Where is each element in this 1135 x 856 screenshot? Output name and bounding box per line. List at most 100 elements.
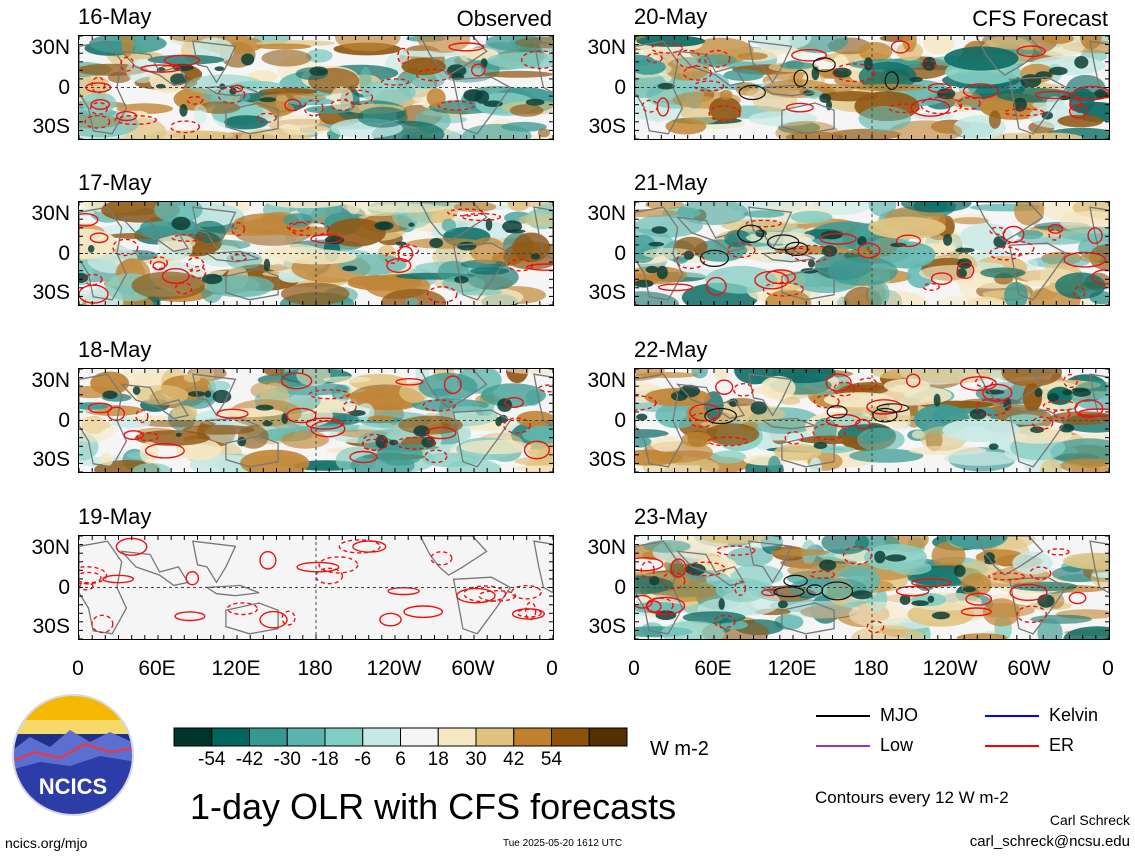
olr-blob xyxy=(635,54,655,67)
er-contour xyxy=(784,431,804,445)
continent-outline xyxy=(747,40,793,84)
er-contour xyxy=(989,226,1006,236)
olr-core xyxy=(943,234,953,246)
er-contour xyxy=(256,112,277,123)
er-contour xyxy=(890,40,910,54)
olr-map xyxy=(79,202,553,305)
tick-marks xyxy=(79,202,553,305)
olr-core xyxy=(374,221,394,231)
tick-marks xyxy=(635,536,1109,639)
olr-blob xyxy=(857,427,905,452)
er-contour xyxy=(635,557,664,572)
olr-map xyxy=(635,36,1109,139)
olr-blob xyxy=(192,220,226,243)
olr-core xyxy=(777,600,788,609)
continent-outline xyxy=(120,383,190,420)
continent-outline xyxy=(1008,76,1068,135)
olr-blob xyxy=(901,202,972,213)
er-contour xyxy=(216,408,249,419)
olr-blob xyxy=(281,430,329,449)
er-contour xyxy=(1002,225,1025,244)
olr-core xyxy=(309,66,328,76)
olr-blob xyxy=(261,49,312,67)
lat-tick-label: 30S xyxy=(588,448,626,471)
continent-outline xyxy=(120,50,190,87)
olr-blob xyxy=(198,101,241,114)
continent-outline xyxy=(676,216,746,253)
olr-core xyxy=(679,384,700,398)
olr-core xyxy=(864,57,873,71)
continent-outline xyxy=(747,540,793,584)
olr-blob xyxy=(635,436,652,448)
lat-tick-label: 30S xyxy=(32,115,70,138)
olr-blob xyxy=(1028,256,1090,268)
map-frame xyxy=(78,368,554,473)
er-contour xyxy=(136,431,159,442)
site-link[interactable]: ncics.org/mjo xyxy=(5,835,88,851)
er-contour xyxy=(920,59,937,68)
continent-outline xyxy=(781,602,835,635)
er-contour xyxy=(115,110,138,122)
mjo-contours xyxy=(738,57,899,101)
olr-blob xyxy=(1004,281,1028,305)
er-contour xyxy=(761,588,778,597)
olr-blob xyxy=(306,49,333,63)
olr-core xyxy=(421,436,436,448)
er-contour xyxy=(397,47,410,65)
er-contour xyxy=(1068,104,1089,119)
continent-outline xyxy=(452,76,512,135)
er-contour xyxy=(437,100,475,111)
er-contour xyxy=(727,242,756,258)
er-contour xyxy=(426,426,457,440)
olr-blob xyxy=(832,54,849,72)
mjo-contour xyxy=(806,584,824,596)
olr-blob xyxy=(502,241,553,270)
lon-tick-label: 120W xyxy=(366,657,422,680)
er-contour xyxy=(833,63,876,83)
olr-blob xyxy=(982,598,1021,627)
olr-blob xyxy=(650,435,681,452)
continent-outline xyxy=(761,417,816,430)
olr-blob xyxy=(790,210,833,224)
continent-outline xyxy=(79,540,128,635)
olr-blob xyxy=(426,88,446,108)
olr-core xyxy=(132,386,141,395)
er-contour xyxy=(456,587,496,604)
continent-outline xyxy=(1089,373,1109,427)
er-contour xyxy=(905,373,921,388)
olr-blob xyxy=(215,228,291,236)
olr-core xyxy=(413,425,430,437)
olr-core xyxy=(685,563,706,576)
lat-tick-label: 0 xyxy=(58,241,70,265)
er-contour xyxy=(819,232,857,245)
olr-blob xyxy=(335,36,401,52)
er-contour xyxy=(102,574,135,584)
er-contour xyxy=(152,261,166,271)
er-contour xyxy=(123,430,144,441)
olr-core xyxy=(171,216,191,231)
olr-blob xyxy=(1037,618,1063,639)
continent-outline xyxy=(225,268,279,301)
olr-blob xyxy=(952,217,989,225)
legend-label: Kelvin xyxy=(1049,705,1099,725)
coastlines xyxy=(79,202,553,301)
olr-core xyxy=(179,104,188,117)
er-contour xyxy=(708,105,741,122)
colorbar-swatch xyxy=(588,727,628,747)
ncics-logo: NCICS xyxy=(12,694,134,816)
er-contour xyxy=(330,99,355,111)
continent-outline xyxy=(1089,40,1109,94)
olr-core xyxy=(645,265,659,274)
legend-line-swatch xyxy=(985,715,1039,717)
er-contour xyxy=(395,378,424,386)
er-contour xyxy=(960,607,992,617)
er-contour xyxy=(144,443,185,459)
olr-blob xyxy=(715,577,769,603)
timestamp: Tue 2025-05-20 1612 UTC xyxy=(503,838,623,849)
mjo-contour xyxy=(826,405,848,419)
olr-blob xyxy=(263,369,285,376)
olr-blob xyxy=(422,452,480,468)
olr-blob xyxy=(1069,87,1095,114)
olr-core xyxy=(342,265,358,272)
logo-text: NCICS xyxy=(39,774,107,799)
